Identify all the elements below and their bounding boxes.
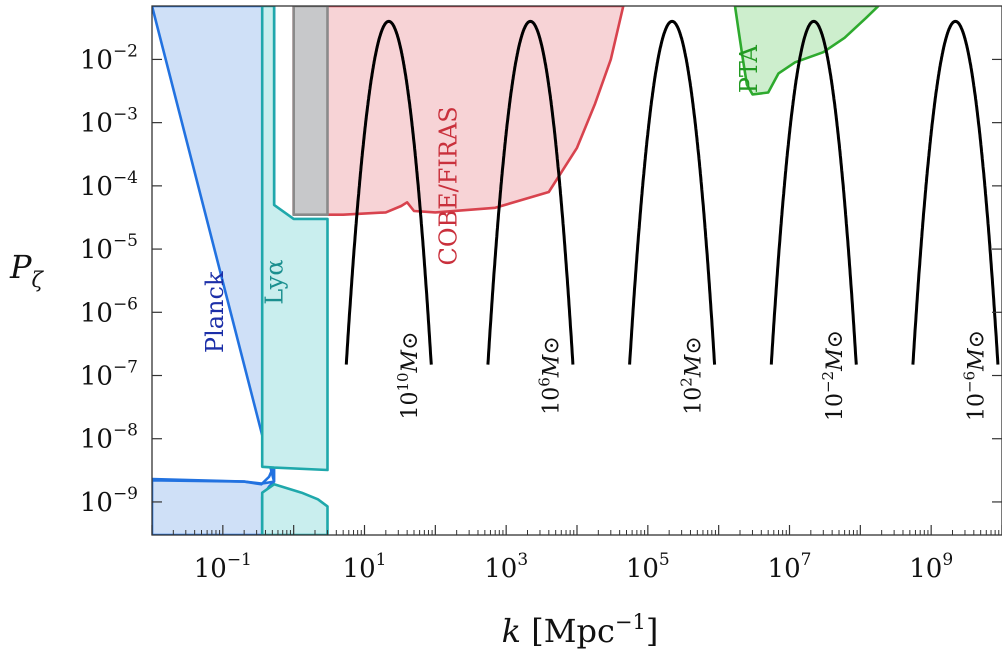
region-planck-area <box>152 6 276 535</box>
region-label-pta: PTA <box>735 44 763 93</box>
x-axis-title: k [Mpc−1] <box>502 610 659 650</box>
peak-curve-5 <box>911 19 1000 365</box>
peak-mass-label-5: 10−6M⊙ <box>961 330 990 421</box>
peak-curve-2 <box>486 19 575 365</box>
x-tick-label: 109 <box>909 550 953 584</box>
y-tick-label: 10−6 <box>80 294 138 328</box>
y-tick-label: 10−9 <box>80 484 138 518</box>
peak-annotations: 1010M⊙ 106M⊙ 102M⊙ 10−2M⊙ 10−6M⊙ <box>394 330 990 421</box>
region-pta-area <box>733 6 880 96</box>
y-tick-label: 10−4 <box>80 168 138 202</box>
x-tick-label: 105 <box>626 550 670 584</box>
y-tick-label: 10−3 <box>80 105 138 139</box>
ticks: 10−1 101 103 105 107 109 10−2 10−3 10−4 10−5 10−6 1… <box>80 41 1002 584</box>
y-tick-label: 10−7 <box>80 358 138 392</box>
x-tick-label: 10−1 <box>194 550 252 584</box>
region-labels: Planck Lyα COBE/FIRAS PTA <box>201 44 763 353</box>
y-axis-title: Pζ <box>9 248 45 292</box>
y-tick-label: 10−8 <box>80 421 138 455</box>
peak-mass-label-3: 102M⊙ <box>677 336 706 415</box>
y-tick-label: 10−2 <box>80 41 138 75</box>
peak-mass-label-1: 1010M⊙ <box>394 331 423 419</box>
x-tick-label: 107 <box>768 550 812 584</box>
region-label-cobe-firas: COBE/FIRAS <box>435 106 463 265</box>
peak-mass-label-4: 10−2M⊙ <box>819 330 848 421</box>
region-ly-lower-area <box>260 482 329 535</box>
region-label-planck: Planck <box>201 271 229 353</box>
y-tick-label: 10−5 <box>80 231 138 265</box>
peak-curve-3 <box>628 19 717 365</box>
constraint-regions <box>152 6 880 535</box>
region-label-ly: Lyα <box>261 259 289 304</box>
peak-curve-4 <box>769 19 858 365</box>
x-tick-label: 101 <box>343 550 387 584</box>
peak-mass-label-2: 106M⊙ <box>536 336 565 415</box>
region-overlap-area <box>292 6 329 216</box>
peak-curve-1 <box>344 19 433 365</box>
peak-curves <box>344 19 1000 365</box>
region-ly-area <box>260 6 329 472</box>
x-tick-label: 103 <box>484 550 528 584</box>
